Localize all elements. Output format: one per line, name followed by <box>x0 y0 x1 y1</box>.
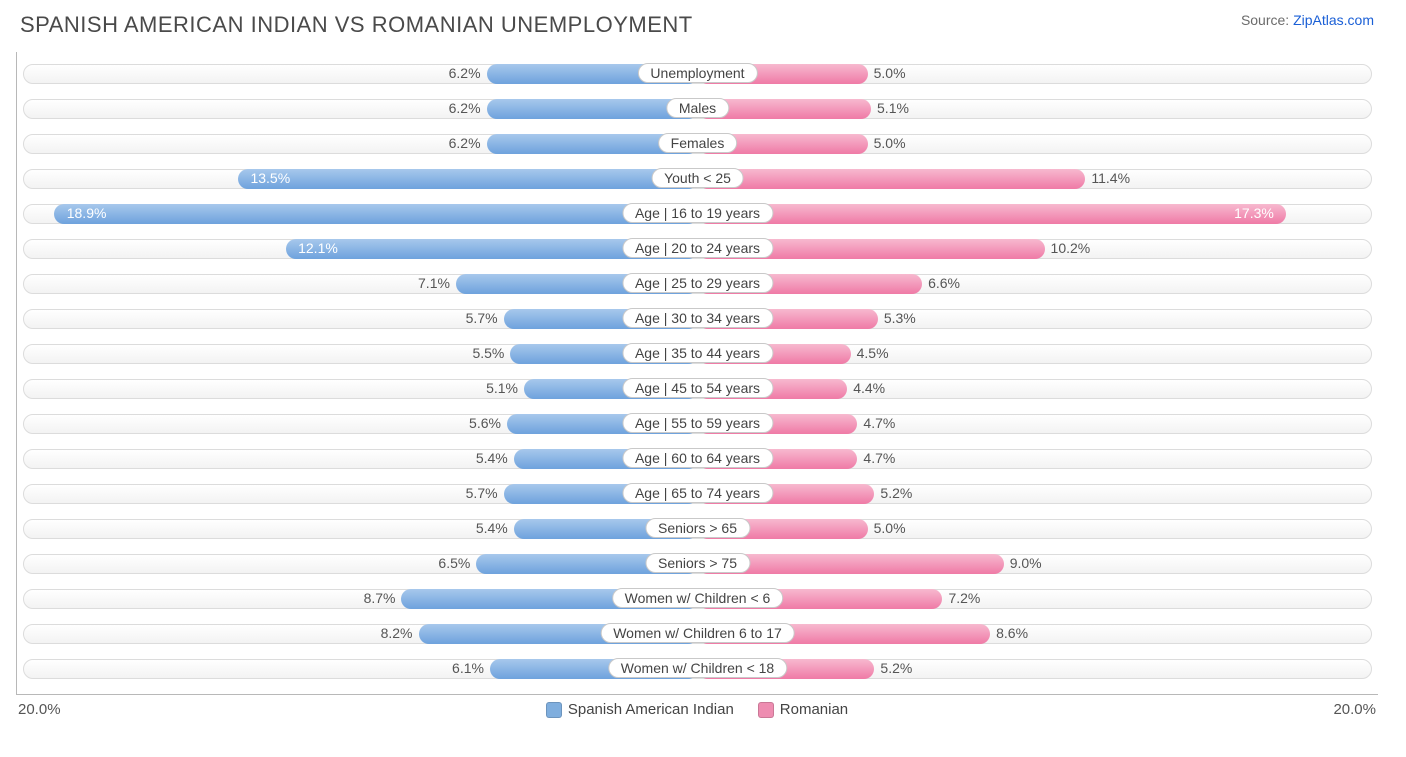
source-attribution: Source: ZipAtlas.com <box>1241 12 1374 28</box>
source-link[interactable]: ZipAtlas.com <box>1293 12 1374 28</box>
chart-row: 6.2% 5.0% Females <box>17 130 1378 158</box>
category-label: Women w/ Children < 18 <box>608 658 787 678</box>
value-label-right: 11.4% <box>1091 170 1130 186</box>
value-label-right: 9.0% <box>1010 555 1042 571</box>
chart-row: 5.7% 5.2% Age | 65 to 74 years <box>17 480 1378 508</box>
category-label: Age | 65 to 74 years <box>622 483 773 503</box>
bar-right <box>698 169 1086 189</box>
category-label: Seniors > 75 <box>645 553 750 573</box>
value-label-left: 12.1% <box>298 240 338 256</box>
value-label-right: 4.7% <box>863 415 895 431</box>
value-label-left: 5.1% <box>486 380 518 396</box>
legend-swatch-left <box>546 702 562 718</box>
value-label-left: 6.2% <box>449 65 481 81</box>
chart-row: 5.7% 5.3% Age | 30 to 34 years <box>17 305 1378 333</box>
value-label-right: 5.2% <box>880 660 912 676</box>
category-label: Females <box>658 133 738 153</box>
value-label-right: 5.3% <box>884 310 916 326</box>
chart-row: 6.2% 5.1% Males <box>17 95 1378 123</box>
category-label: Age | 20 to 24 years <box>622 238 773 258</box>
category-label: Age | 55 to 59 years <box>622 413 773 433</box>
legend-label-left: Spanish American Indian <box>568 701 734 718</box>
chart-row: 18.9% 17.3% Age | 16 to 19 years <box>17 200 1378 228</box>
value-label-left: 5.7% <box>466 485 498 501</box>
value-label-right: 10.2% <box>1051 240 1091 256</box>
chart-row: 8.2% 8.6% Women w/ Children 6 to 17 <box>17 620 1378 648</box>
category-label: Age | 60 to 64 years <box>622 448 773 468</box>
bar-right <box>698 204 1287 224</box>
axis-left-max: 20.0% <box>18 701 61 718</box>
value-label-right: 8.6% <box>996 625 1028 641</box>
category-label: Seniors > 65 <box>645 518 750 538</box>
value-label-right: 17.3% <box>1234 205 1274 221</box>
value-label-left: 13.5% <box>250 170 290 186</box>
value-label-left: 6.5% <box>438 555 470 571</box>
legend: Spanish American Indian Romanian <box>546 701 848 718</box>
value-label-left: 18.9% <box>67 205 107 221</box>
value-label-left: 6.1% <box>452 660 484 676</box>
value-label-right: 7.2% <box>948 590 980 606</box>
category-label: Age | 35 to 44 years <box>622 343 773 363</box>
chart-row: 5.5% 4.5% Age | 35 to 44 years <box>17 340 1378 368</box>
category-label: Youth < 25 <box>651 168 744 188</box>
value-label-left: 8.7% <box>364 590 396 606</box>
category-label: Unemployment <box>637 63 757 83</box>
legend-swatch-right <box>758 702 774 718</box>
value-label-right: 5.0% <box>874 135 906 151</box>
chart-row: 5.4% 4.7% Age | 60 to 64 years <box>17 445 1378 473</box>
value-label-right: 5.0% <box>874 520 906 536</box>
value-label-left: 5.6% <box>469 415 501 431</box>
value-label-right: 4.4% <box>853 380 885 396</box>
chart-title: SPANISH AMERICAN INDIAN VS ROMANIAN UNEM… <box>20 12 693 38</box>
legend-label-right: Romanian <box>780 701 848 718</box>
value-label-right: 5.0% <box>874 65 906 81</box>
chart-row: 6.1% 5.2% Women w/ Children < 18 <box>17 655 1378 683</box>
value-label-left: 5.7% <box>466 310 498 326</box>
category-label: Age | 25 to 29 years <box>622 273 773 293</box>
chart-row: 6.5% 9.0% Seniors > 75 <box>17 550 1378 578</box>
value-label-left: 8.2% <box>381 625 413 641</box>
value-label-right: 5.1% <box>877 100 909 116</box>
chart-row: 12.1% 10.2% Age | 20 to 24 years <box>17 235 1378 263</box>
value-label-left: 5.5% <box>472 345 504 361</box>
value-label-right: 4.5% <box>857 345 889 361</box>
chart-row: 5.4% 5.0% Seniors > 65 <box>17 515 1378 543</box>
value-label-right: 5.2% <box>880 485 912 501</box>
legend-item-left: Spanish American Indian <box>546 701 734 718</box>
value-label-right: 6.6% <box>928 275 960 291</box>
legend-item-right: Romanian <box>758 701 848 718</box>
chart-row: 13.5% 11.4% Youth < 25 <box>17 165 1378 193</box>
chart-row: 5.1% 4.4% Age | 45 to 54 years <box>17 375 1378 403</box>
diverging-bar-chart: 6.2% 5.0% Unemployment 6.2% 5.1% Males 6.2% 5.0… <box>16 52 1378 695</box>
chart-row: 5.6% 4.7% Age | 55 to 59 years <box>17 410 1378 438</box>
chart-row: 8.7% 7.2% Women w/ Children < 6 <box>17 585 1378 613</box>
chart-row: 6.2% 5.0% Unemployment <box>17 60 1378 88</box>
category-label: Age | 30 to 34 years <box>622 308 773 328</box>
value-label-left: 6.2% <box>449 135 481 151</box>
axis-right-max: 20.0% <box>1333 701 1376 718</box>
source-prefix: Source: <box>1241 12 1293 28</box>
category-label: Women w/ Children 6 to 17 <box>600 623 795 643</box>
category-label: Women w/ Children < 6 <box>612 588 784 608</box>
value-label-left: 5.4% <box>476 450 508 466</box>
value-label-left: 6.2% <box>449 100 481 116</box>
chart-row: 7.1% 6.6% Age | 25 to 29 years <box>17 270 1378 298</box>
category-label: Age | 16 to 19 years <box>622 203 773 223</box>
category-label: Males <box>666 98 729 118</box>
bar-left <box>238 169 697 189</box>
value-label-left: 7.1% <box>418 275 450 291</box>
value-label-right: 4.7% <box>863 450 895 466</box>
value-label-left: 5.4% <box>476 520 508 536</box>
bar-left <box>54 204 697 224</box>
category-label: Age | 45 to 54 years <box>622 378 773 398</box>
